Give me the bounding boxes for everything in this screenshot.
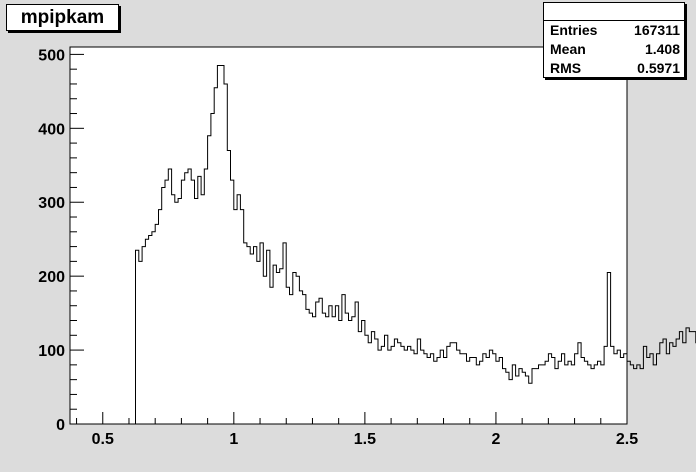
y-tick-label: 500 — [38, 47, 65, 64]
histogram-series — [135, 65, 696, 424]
x-tick-label: 1 — [229, 431, 238, 448]
rms-value: 0.5971 — [637, 60, 680, 76]
stats-box: Entries 167311 Mean 1.408 RMS 0.5971 — [543, 2, 685, 78]
stats-row-mean: Mean 1.408 — [544, 40, 684, 59]
histogram-title: mpipkam — [6, 4, 119, 31]
y-tick-label: 0 — [56, 417, 65, 434]
x-tick-label: 2 — [491, 431, 500, 448]
x-tick-label: 2.5 — [616, 431, 638, 448]
mean-label: Mean — [550, 41, 586, 57]
stats-row-rms: RMS 0.5971 — [544, 59, 684, 78]
stats-header — [544, 3, 684, 21]
plot-frame — [69, 46, 628, 425]
tick-labels: 0.5 1 1.5 2 2.5 0 100 200 300 400 500 — [38, 47, 638, 448]
axis-ticks — [70, 53, 628, 425]
y-tick-label: 100 — [38, 343, 65, 360]
entries-label: Entries — [550, 22, 598, 38]
mean-value: 1.408 — [644, 41, 680, 57]
entries-value: 167311 — [634, 22, 680, 38]
y-tick-label: 200 — [38, 269, 65, 286]
rms-label: RMS — [550, 60, 582, 76]
y-tick-label: 400 — [38, 121, 65, 138]
x-tick-label: 1.5 — [354, 431, 376, 448]
x-tick-label: 0.5 — [92, 431, 114, 448]
y-tick-label: 300 — [38, 195, 65, 212]
stats-row-entries: Entries 167311 — [544, 21, 684, 40]
